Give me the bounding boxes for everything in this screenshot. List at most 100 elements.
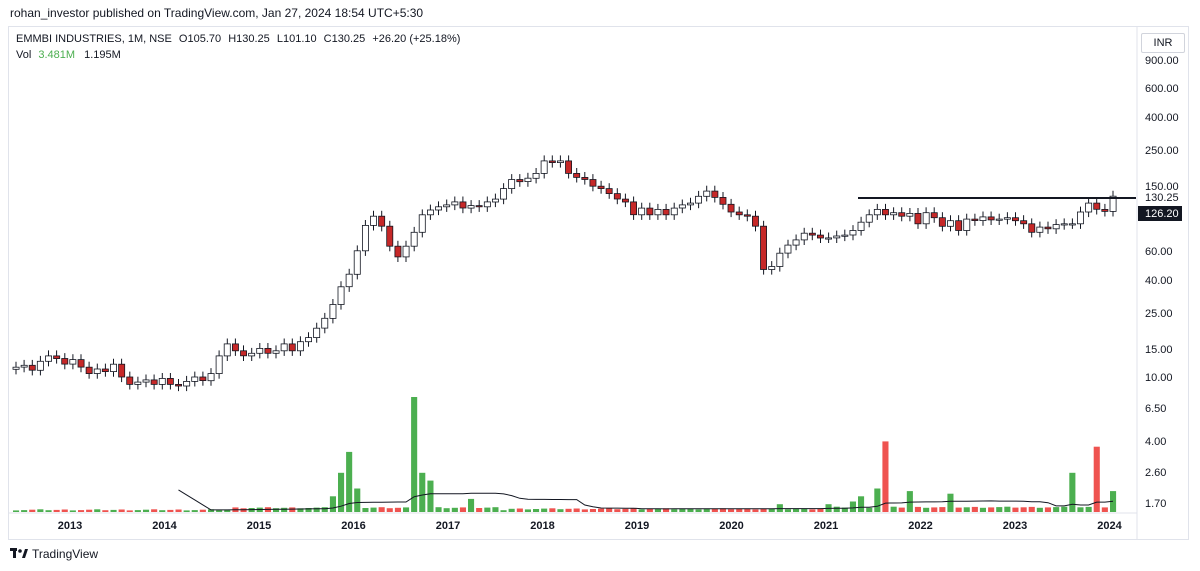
symbol-name[interactable]: EMMBI INDUSTRIES, 1M, NSE (16, 33, 172, 45)
volume-bar (61, 509, 68, 512)
price-tick-label: 60.00 (1145, 246, 1173, 258)
volume-bar (69, 510, 76, 512)
candle-body (516, 179, 524, 183)
volume-bar (671, 509, 678, 512)
candle-body (491, 198, 499, 203)
volume-bar (354, 488, 361, 512)
volume-bar (793, 508, 800, 512)
candle-body (873, 208, 881, 216)
volume-bar (403, 507, 410, 512)
volume-bar (1036, 507, 1043, 512)
volume-ma-value: 1.195M (84, 49, 121, 61)
candle-body (305, 337, 312, 343)
candle-body (914, 212, 922, 225)
candle-body (183, 380, 191, 387)
close-value: C130.25 (323, 33, 366, 45)
volume-bar (1061, 506, 1068, 512)
volume-bar (768, 508, 775, 512)
candle-body (532, 172, 540, 179)
x-tick-label: 2014 (152, 520, 177, 532)
candle-body (435, 206, 442, 211)
volume-label[interactable]: Vol (16, 49, 32, 61)
volume-bar (1069, 472, 1076, 512)
candle-body (223, 343, 231, 357)
volume-bar (711, 508, 718, 512)
volume-bar (606, 508, 613, 512)
candle-body (256, 347, 264, 354)
candle-body (1077, 211, 1084, 225)
volume-bar (500, 510, 507, 512)
candle-body (166, 377, 174, 385)
volume-bar (386, 508, 393, 512)
candle-body (93, 368, 101, 374)
candle-body (613, 193, 621, 200)
volume-bar (557, 509, 564, 512)
volume-bar (45, 510, 52, 512)
volume-bar (435, 507, 442, 512)
candle-body (687, 202, 694, 206)
candle-body (938, 217, 946, 227)
candle-body (646, 207, 654, 216)
currency-button[interactable]: INR (1141, 33, 1185, 53)
candle-body (345, 273, 353, 288)
candle-body (971, 218, 979, 222)
candle-body (711, 190, 719, 198)
candle-body (849, 230, 857, 236)
price-marker-box (1138, 206, 1182, 221)
volume-bar (679, 508, 686, 512)
tradingview-logo-icon (10, 548, 28, 558)
candle-body (638, 207, 646, 216)
volume-bar (329, 496, 336, 512)
volume-bar (484, 507, 491, 512)
volume-bar (289, 507, 296, 512)
volume-bar (663, 508, 670, 512)
publish-info: rohan_investor published on TradingView.… (10, 6, 424, 20)
candle-body (394, 245, 402, 258)
candle-body (833, 235, 841, 239)
open-value: O105.70 (178, 33, 222, 45)
candle-body (1036, 226, 1044, 233)
volume-bar (1110, 491, 1117, 512)
price-tick-label: 40.00 (1145, 275, 1173, 287)
x-tick-label: 2018 (530, 520, 554, 532)
candle-body (776, 252, 784, 267)
candle-body (191, 376, 199, 382)
volume-bar (281, 507, 288, 512)
candle-body (28, 364, 36, 371)
candle-body (784, 244, 792, 254)
candle-body (922, 212, 930, 225)
volume-bar (427, 480, 434, 512)
candle-body (995, 218, 1003, 221)
volume-bar (979, 507, 986, 512)
candle-body (370, 215, 377, 226)
volume-bar (151, 509, 158, 512)
candle-body (800, 232, 808, 241)
x-tick-label: 2013 (58, 520, 82, 532)
candle-body (61, 358, 69, 365)
candle-body (500, 188, 507, 200)
volume-bar (346, 451, 353, 512)
candle-body (296, 341, 304, 352)
volume-bar (175, 509, 182, 512)
volume-bar (849, 501, 856, 512)
x-tick-label: 2017 (436, 520, 460, 532)
volume-bar (21, 510, 28, 512)
volume-bar (939, 507, 946, 512)
price-tick-label: 2.60 (1145, 467, 1166, 479)
candle-body (882, 208, 889, 216)
last-price-label: 130.25 (1145, 192, 1179, 204)
volume-bar (801, 508, 808, 512)
candle-body (808, 232, 816, 236)
price-marker-label: 126.20 (1145, 208, 1179, 220)
volume-bar (833, 506, 840, 512)
candle-body (654, 208, 662, 216)
volume-bar (508, 508, 515, 512)
volume-bar (687, 508, 694, 512)
candle-body (581, 176, 589, 180)
volume-bar (1077, 507, 1084, 512)
volume-bar (955, 507, 962, 512)
volume-bar (719, 508, 726, 512)
volume-bar (760, 509, 767, 512)
volume-bar (451, 507, 458, 512)
